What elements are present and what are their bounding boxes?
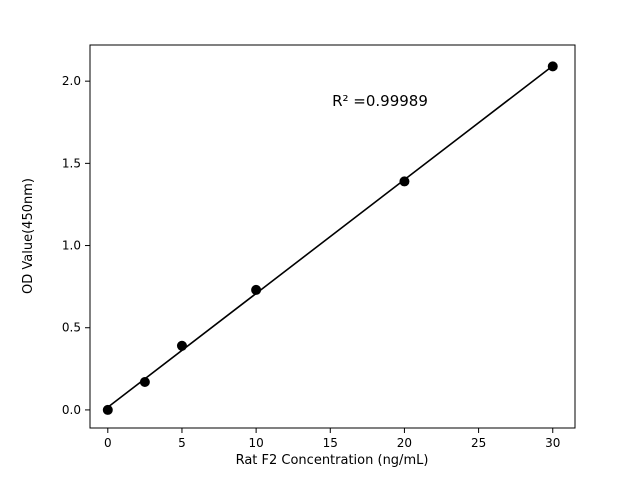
y-tick-label: 0.5 xyxy=(62,321,81,335)
data-point xyxy=(547,61,558,72)
data-point xyxy=(139,376,150,387)
plot-border xyxy=(89,44,576,429)
y-tick-label: 1.0 xyxy=(62,239,81,253)
y-tick-label: 1.5 xyxy=(62,156,81,170)
x-tick-label: 25 xyxy=(471,436,486,450)
data-point xyxy=(176,340,187,351)
fit-line xyxy=(106,65,554,409)
data-point xyxy=(102,404,113,415)
y-tick-label: 2.0 xyxy=(62,74,81,88)
r-squared-annotation: R² =0.99989 xyxy=(332,92,428,110)
x-axis-label: Rat F2 Concentration (ng/mL) xyxy=(236,453,429,468)
x-tick-label: 10 xyxy=(248,436,263,450)
x-tick-label: 5 xyxy=(178,436,186,450)
x-tick-label: 30 xyxy=(545,436,560,450)
y-tick-label: 0.0 xyxy=(62,403,81,417)
x-tick-label: 0 xyxy=(104,436,112,450)
data-point xyxy=(399,176,410,187)
data-point xyxy=(251,284,262,295)
x-tick-label: 15 xyxy=(323,436,338,450)
y-axis-label: OD Value(450nm) xyxy=(21,178,36,294)
plot-contents: 0 5 10 15 20 25 30 0.0 0.5 1.0 1.5 2.0 xyxy=(62,61,560,450)
x-tick-label: 20 xyxy=(397,436,412,450)
